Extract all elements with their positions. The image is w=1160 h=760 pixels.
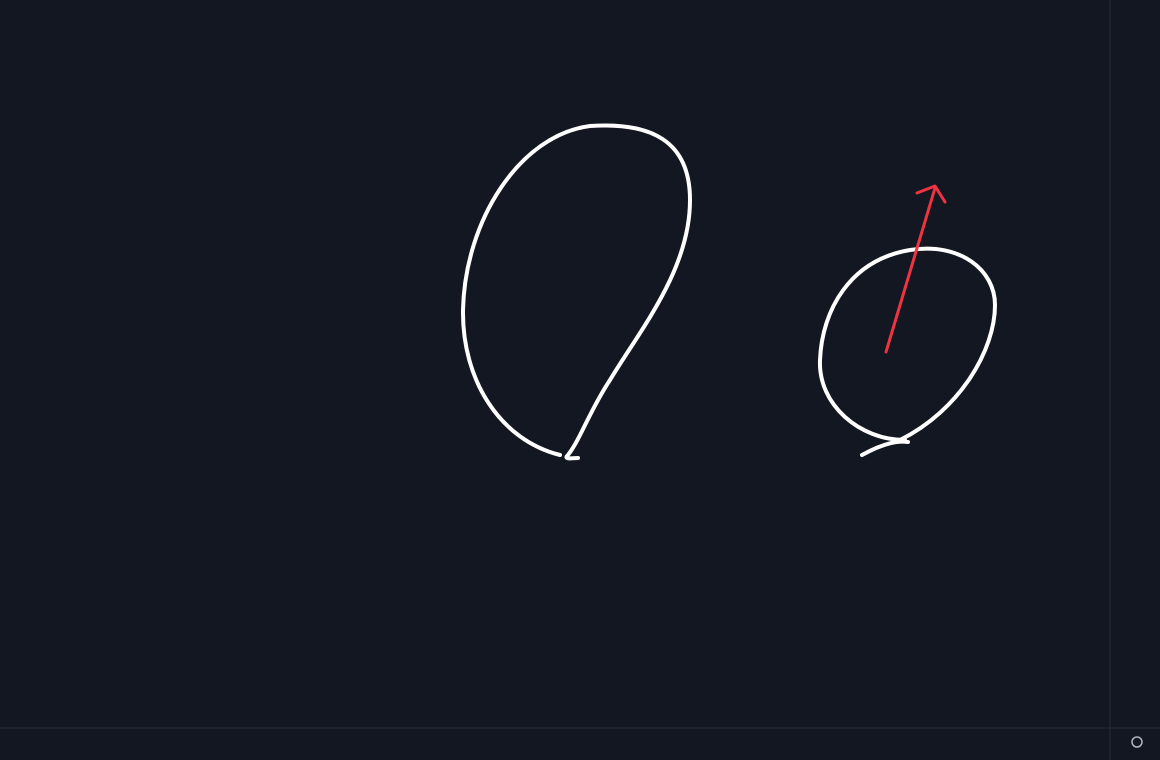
settings-icon[interactable] bbox=[1131, 736, 1143, 748]
price-axis-bg bbox=[1110, 0, 1160, 760]
arrow-head bbox=[915, 184, 947, 204]
hand-drawn-circle bbox=[817, 246, 997, 457]
time-axis-bg bbox=[0, 728, 1160, 760]
hand-drawn-ellipse bbox=[460, 123, 692, 461]
arrow-shaft bbox=[884, 186, 937, 354]
annotations bbox=[460, 123, 997, 461]
